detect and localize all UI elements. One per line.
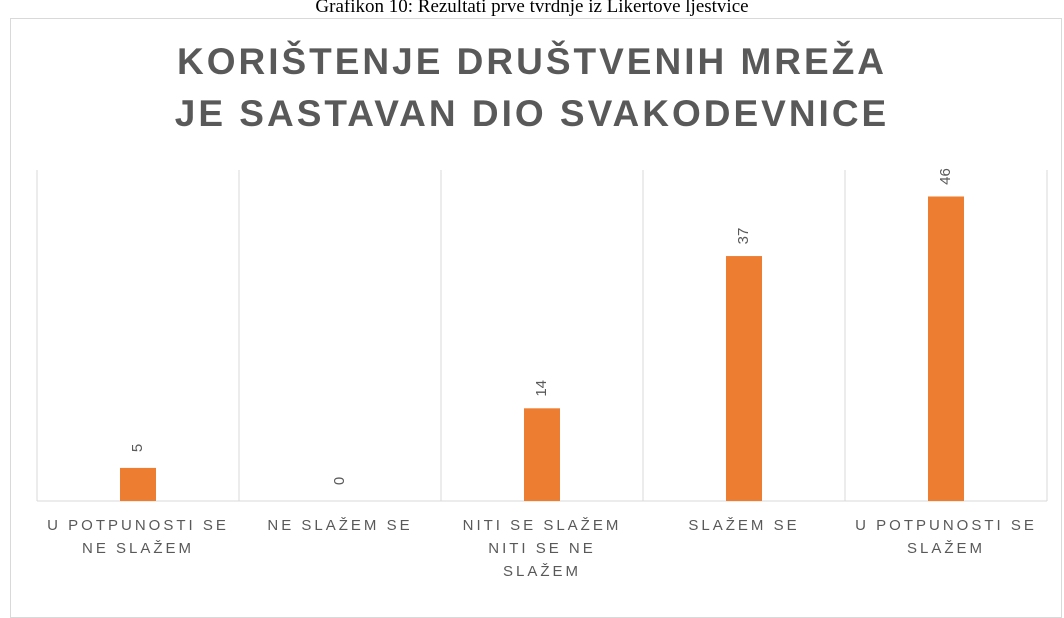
value-label: 46 xyxy=(937,168,954,185)
x-tick-label: U POTPUNOSTI SE NE SLAŽEM xyxy=(47,517,229,557)
x-tick-label: SLAŽEM SE xyxy=(688,517,800,534)
x-tick-label: NITI SE SLAŽEM NITI SE NE SLAŽEM xyxy=(462,517,622,580)
bar xyxy=(524,408,560,501)
bar xyxy=(120,467,156,501)
x-tick-label: U POTPUNOSTI SE SLAŽEM xyxy=(855,517,1037,557)
bar xyxy=(726,256,762,501)
caption: Grafikon 10: Rezultati prve tvrdnje iz L… xyxy=(315,0,749,17)
value-label: 37 xyxy=(735,228,752,245)
x-tick-label: NE SLAŽEM SE xyxy=(267,517,413,534)
value-label: 0 xyxy=(331,477,348,485)
bar xyxy=(928,196,964,502)
chart: 5 0 14 37 46 xyxy=(36,168,1048,502)
page: Grafikon 10: Rezultati prve tvrdnje iz L… xyxy=(10,0,1062,618)
value-label: 5 xyxy=(129,444,146,452)
value-label: 14 xyxy=(533,380,550,397)
chart-title: KORIŠTENJE DRUŠTVENIH MREŽA JE SASTAVAN … xyxy=(174,41,890,134)
